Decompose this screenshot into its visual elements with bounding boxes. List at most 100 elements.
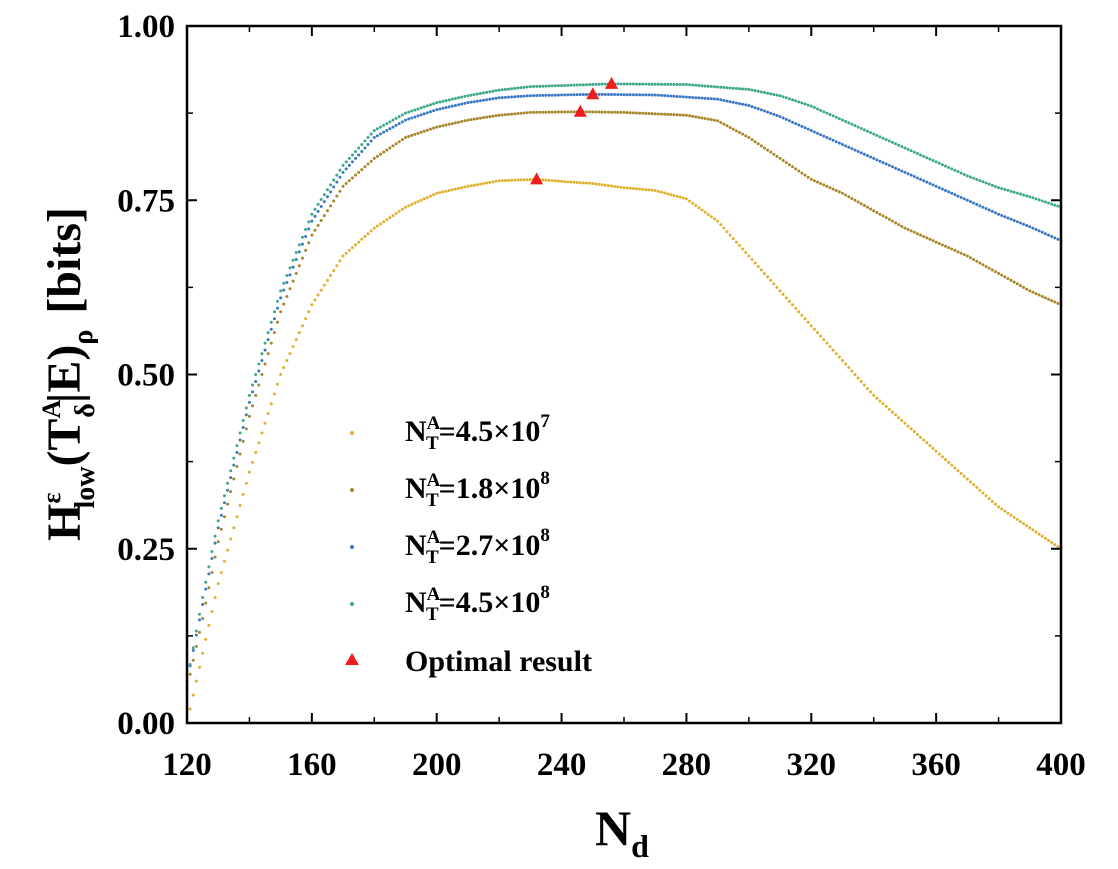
series-4-point xyxy=(560,84,564,88)
series-1-point xyxy=(865,386,869,390)
series-3-point xyxy=(959,195,963,199)
series-2-point xyxy=(232,477,236,481)
series-1-point xyxy=(972,483,976,487)
series-3-point xyxy=(507,95,511,99)
legend-entry-1: NA T=4.5×107 xyxy=(350,411,550,454)
series-2-point xyxy=(884,216,888,220)
series-1-point xyxy=(622,186,626,190)
series-2-point xyxy=(516,112,520,116)
series-2-point xyxy=(906,228,910,232)
legend-2-value: =1.8×10 xyxy=(439,472,541,505)
series-1-point xyxy=(450,188,454,192)
series-2-point xyxy=(890,219,894,223)
series-3-point xyxy=(684,95,688,99)
series-4-point xyxy=(360,142,364,146)
series-4-point xyxy=(837,117,841,121)
series-3-point xyxy=(382,130,386,134)
series-2-point xyxy=(400,138,404,142)
series-2-point xyxy=(291,279,295,283)
series-2-point xyxy=(450,122,454,126)
series-3-point xyxy=(528,94,532,98)
series-4-point xyxy=(806,103,810,107)
series-4-point xyxy=(269,320,273,324)
series-4-point xyxy=(897,143,901,147)
y-title-unit: [bits] xyxy=(38,207,91,314)
series-2-point xyxy=(922,234,926,238)
series-3-point xyxy=(397,122,401,126)
series-4-point xyxy=(447,98,451,102)
legend-entry-optimal: Optimal result xyxy=(345,645,592,678)
series-2-point xyxy=(713,118,717,122)
legend-entry-2: NA T=1.8×108 xyxy=(350,468,550,511)
series-4-point xyxy=(681,83,685,87)
series-4-point xyxy=(778,94,782,98)
series-2-point xyxy=(344,182,348,186)
series-3-point xyxy=(503,95,507,99)
series-1-point xyxy=(737,244,741,248)
series-4-point xyxy=(575,83,579,87)
series-2-point xyxy=(350,176,354,180)
series-3-point xyxy=(778,115,782,119)
series-3-point xyxy=(510,95,514,99)
series-4-point xyxy=(756,89,760,93)
y-tick-label: 0.75 xyxy=(117,183,175,219)
series-1-point xyxy=(569,180,573,184)
series-2-point xyxy=(950,247,954,251)
series-4-point xyxy=(828,113,832,117)
series-2-point xyxy=(347,179,351,183)
series-4-point xyxy=(210,550,214,554)
series-2-point xyxy=(878,212,882,216)
series-4-point xyxy=(547,84,551,88)
series-1-point xyxy=(600,183,604,187)
series-3-point xyxy=(884,162,888,166)
series-2-point xyxy=(491,114,495,118)
series-3-point xyxy=(622,93,626,97)
series-1-point xyxy=(344,251,348,255)
series-3-point xyxy=(688,95,692,99)
series-1-point xyxy=(975,485,979,489)
series-4-point xyxy=(244,406,248,410)
series-4-point xyxy=(956,170,960,174)
series-4-point xyxy=(1015,191,1019,195)
series-1-point xyxy=(466,184,470,188)
series-1-point xyxy=(335,264,339,268)
series-1-point xyxy=(1028,526,1032,530)
series-2-point xyxy=(825,184,829,188)
series-3-point xyxy=(616,93,620,97)
series-4-point xyxy=(322,193,326,197)
series-4-point xyxy=(272,310,276,314)
series-2-point xyxy=(722,122,726,126)
series-4-point xyxy=(638,82,642,86)
series-3-point xyxy=(269,327,273,331)
series-1-point xyxy=(747,254,751,258)
series-4-point xyxy=(435,101,439,105)
series-4-point xyxy=(856,125,860,129)
series-4-point xyxy=(922,154,926,158)
series-2-point xyxy=(497,113,501,117)
series-2-point xyxy=(447,122,451,126)
series-3-point xyxy=(784,117,788,121)
series-3-point xyxy=(450,104,454,108)
series-2-point xyxy=(956,250,960,254)
series-2-point xyxy=(628,111,632,115)
y-title-low: low xyxy=(70,466,101,509)
series-2-point xyxy=(940,243,944,247)
series-1-point xyxy=(404,205,407,209)
series-2-point xyxy=(669,113,673,117)
series-1-point xyxy=(510,178,514,182)
series-3-point xyxy=(419,113,423,117)
optimal-marker xyxy=(605,76,619,89)
series-3-point xyxy=(297,250,301,254)
series-1-point xyxy=(603,183,607,187)
series-4-point xyxy=(413,108,417,112)
series-1-point xyxy=(859,379,863,383)
series-1-point xyxy=(522,178,526,182)
series-2-point xyxy=(719,120,723,124)
series-3-point xyxy=(254,379,258,383)
series-1-point xyxy=(319,288,323,292)
series-2-point xyxy=(522,111,526,115)
series-2-point xyxy=(444,123,448,127)
series-1-point xyxy=(950,463,954,467)
series-3-point xyxy=(344,167,348,171)
series-2-point xyxy=(201,616,205,620)
